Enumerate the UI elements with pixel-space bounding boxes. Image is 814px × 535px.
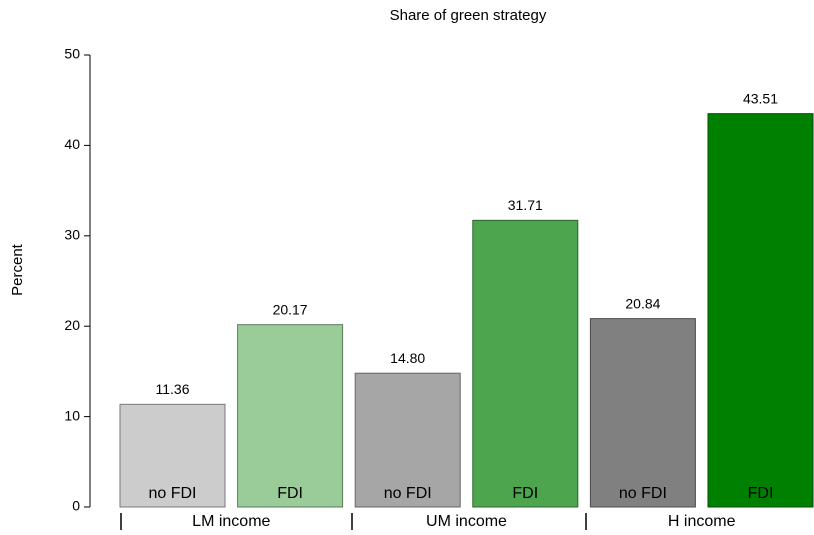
bar-category-label: no FDI <box>619 485 667 502</box>
y-axis-label: Percent <box>9 243 26 296</box>
bar-category-label: FDI <box>512 485 538 502</box>
value-label: 20.17 <box>273 301 308 317</box>
value-label: 31.71 <box>508 197 543 213</box>
y-tick-label: 10 <box>64 407 80 423</box>
group-label: H income <box>668 513 736 530</box>
group-label: UM income <box>426 513 507 530</box>
bar-category-label: no FDI <box>148 485 196 502</box>
value-label: 20.84 <box>625 295 660 311</box>
value-label: 14.80 <box>390 350 425 366</box>
bar <box>589 318 696 508</box>
value-label: 43.51 <box>743 90 778 106</box>
y-tick-label: 30 <box>64 227 80 243</box>
bar <box>707 113 814 508</box>
y-tick-label: 0 <box>72 498 80 514</box>
group-label: LM income <box>192 513 270 530</box>
bar-category-label: FDI <box>748 485 774 502</box>
bar-category-label: FDI <box>277 485 303 502</box>
bar <box>119 403 226 508</box>
y-tick-label: 50 <box>64 46 80 62</box>
y-tick-label: 20 <box>64 317 80 333</box>
bar <box>472 219 579 508</box>
bar-category-label: no FDI <box>384 485 432 502</box>
chart-title: Share of green strategy <box>390 7 547 24</box>
value-label: 11.36 <box>156 381 190 397</box>
y-tick-label: 40 <box>64 136 80 152</box>
bar <box>237 324 344 508</box>
bar <box>354 372 461 508</box>
